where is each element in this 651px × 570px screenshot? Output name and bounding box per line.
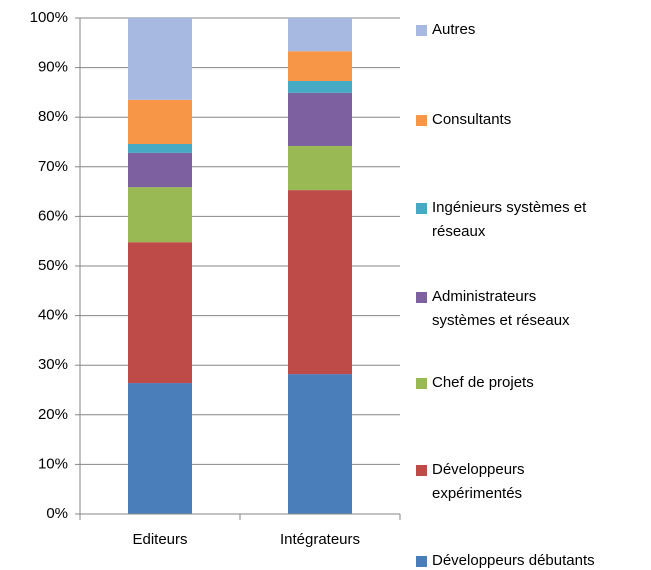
x-tick-label: Intégrateurs [280,531,360,548]
legend-label: Développeurs expérimentés [432,461,525,502]
y-tick-label: 50% [38,257,68,274]
legend-label: Administrateurs systèmes et réseaux [432,288,570,329]
bar-segment [288,374,352,514]
bar-segment [288,51,352,81]
y-tick-label: 0% [46,505,68,522]
bar-segment [128,242,192,384]
bar-segment [128,383,192,514]
y-tick-label: 100% [30,9,68,26]
bar-segment [128,18,192,100]
legend-swatch [416,203,427,214]
legend-label: Chef de projets [432,374,534,391]
legend-swatch [416,115,427,126]
legend-label: Autres [432,21,476,38]
y-tick-label: 30% [38,356,68,373]
bar-segment [288,18,352,52]
bar-segment [288,80,352,93]
legend-swatch [416,292,427,303]
bar-segment [128,99,192,144]
y-tick-label: 80% [38,108,68,125]
legend-swatch [416,378,427,389]
legend-swatch [416,465,427,476]
bar-segment [128,152,192,188]
y-tick-label: 20% [38,406,68,423]
bar-segment [288,145,352,191]
bar-segment [288,92,352,146]
legend-label: Consultants [432,111,512,128]
bar-segment [128,143,192,153]
legend-label: Ingénieurs systèmes et réseaux [432,199,587,240]
y-tick-label: 60% [38,207,68,224]
y-tick-label: 70% [38,158,68,175]
legend-swatch [416,25,427,36]
bar-segment [128,187,192,243]
y-tick-label: 40% [38,307,68,324]
x-tick-label: Editeurs [132,531,187,548]
legend-label: Développeurs débutants [432,552,595,569]
y-tick-label: 90% [38,59,68,76]
y-tick-label: 10% [38,455,68,472]
legend-swatch [416,556,427,567]
bar-segment [288,190,352,375]
